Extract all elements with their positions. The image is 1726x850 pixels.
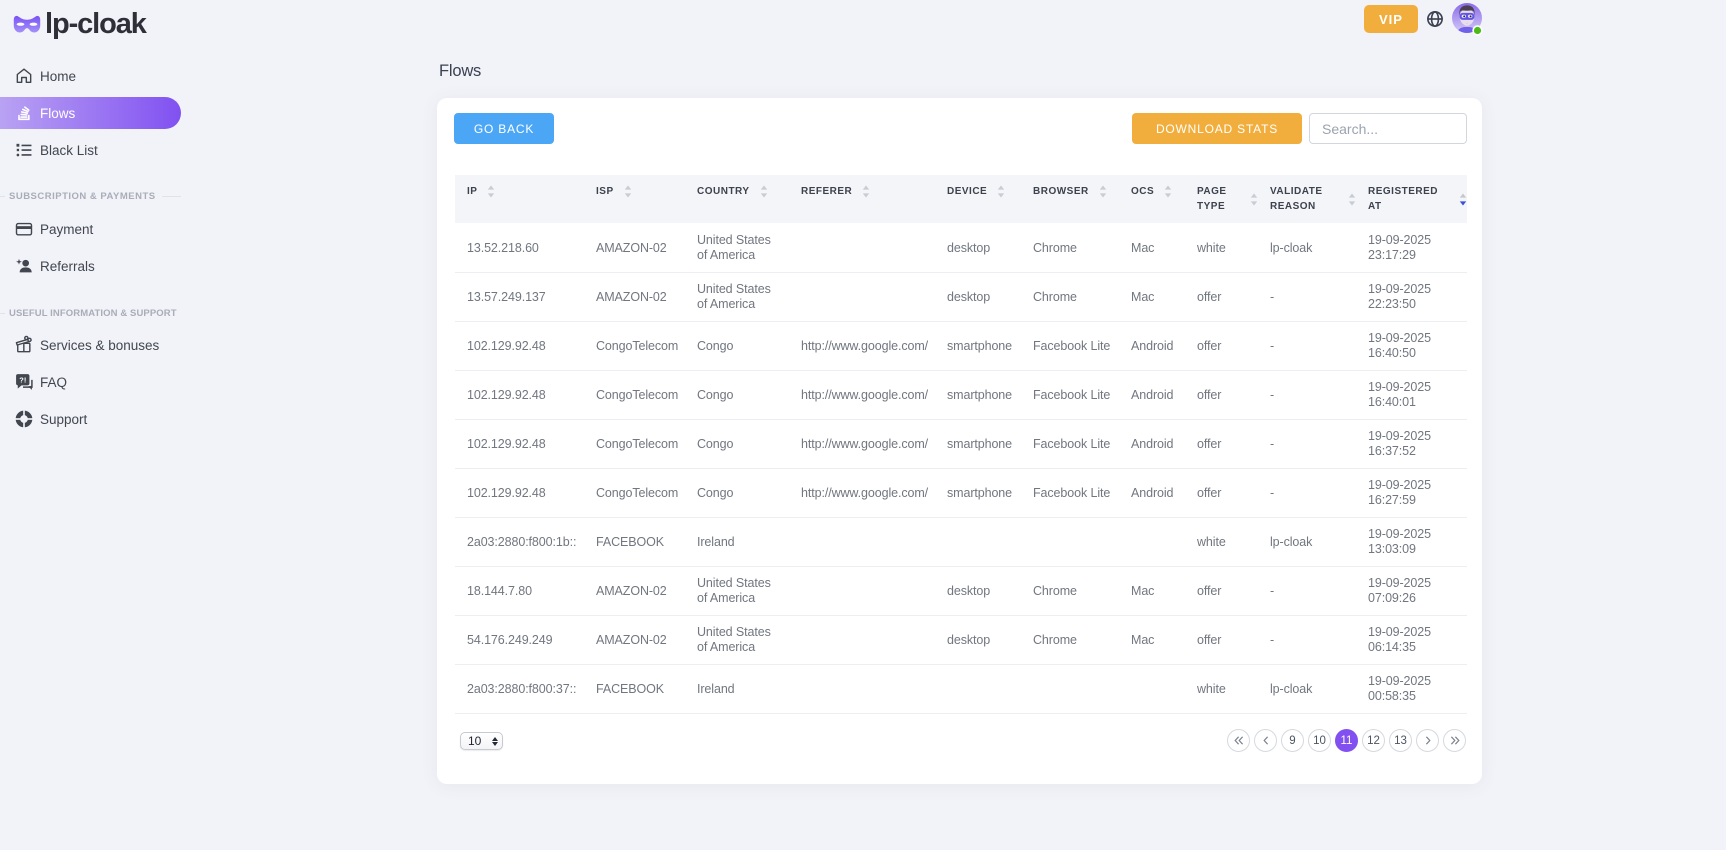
svg-text:?!: ?! [19,376,26,385]
